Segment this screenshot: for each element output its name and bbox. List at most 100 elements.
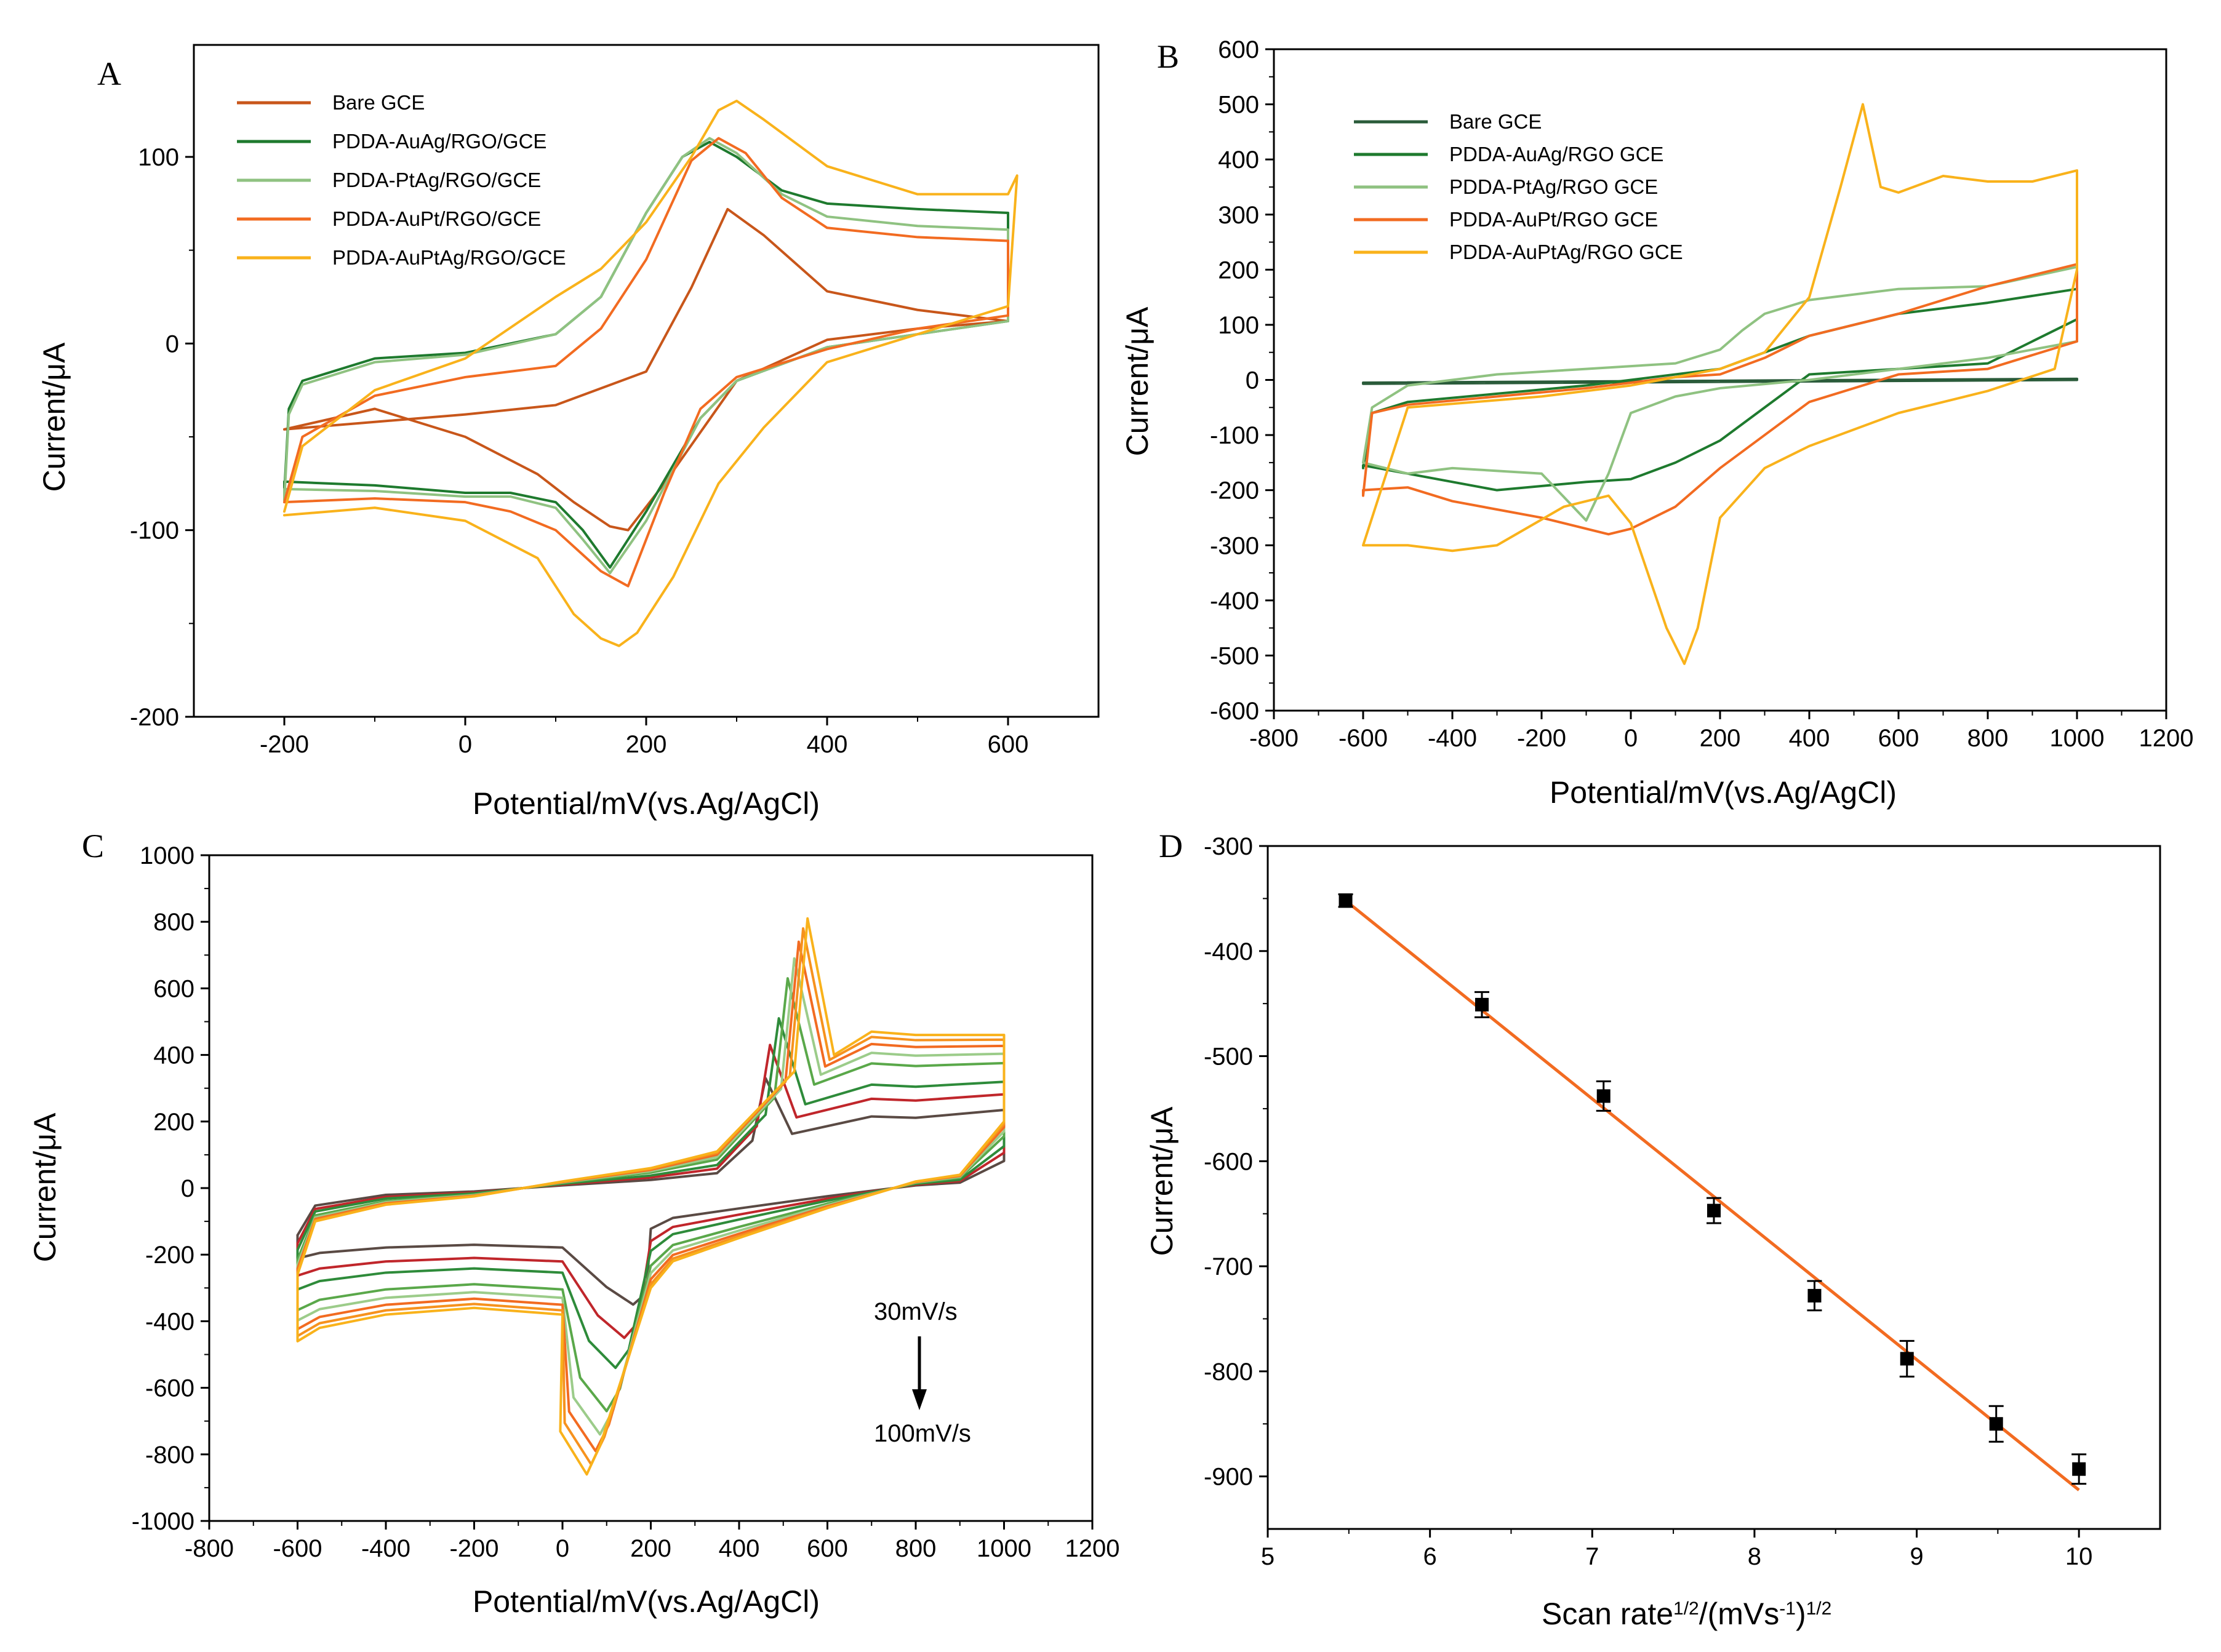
y-tick-label: -200 xyxy=(130,704,179,731)
x-tick-label: -200 xyxy=(1517,725,1566,752)
legend-label-b: Bare GCE xyxy=(1449,110,1542,133)
legend-label-b: PDDA-PtAg/RGO GCE xyxy=(1449,175,1658,198)
data-point xyxy=(1339,893,1353,908)
panel-c-xlabel: Potential/mV(vs.Ag/AgCl) xyxy=(473,1584,820,1619)
x-tick-label: 8 xyxy=(1748,1543,1761,1570)
panel-a-ylabel: Current/μA xyxy=(37,342,71,492)
scan-label-close: ) xyxy=(1796,1597,1806,1631)
y-tick-label: 100 xyxy=(1218,312,1259,339)
y-tick-label: -600 xyxy=(1204,1148,1253,1175)
y-tick-label: -900 xyxy=(1204,1464,1253,1491)
x-tick-label: -400 xyxy=(361,1535,410,1562)
data-point xyxy=(2072,1462,2086,1476)
legend-label-b: PDDA-AuPt/RGO GCE xyxy=(1449,208,1658,231)
y-tick-label: 800 xyxy=(153,909,194,936)
x-tick-label: 1200 xyxy=(2139,725,2194,752)
y-tick-label: -100 xyxy=(1210,422,1259,449)
panel-c: -800 -600 -400 -200 0 200 400 600 800 1000 1200 -10… xyxy=(132,842,1120,1562)
plot-frame-d xyxy=(1267,845,2161,1530)
y-tick-label: -300 xyxy=(1210,532,1259,559)
series-line-a xyxy=(283,137,1009,575)
panel-c-letter: C xyxy=(82,828,104,864)
y-tick-label: 100 xyxy=(138,144,179,171)
series-line-a xyxy=(283,137,1009,588)
x-tick-label: 200 xyxy=(630,1535,671,1562)
x-tick-label: 400 xyxy=(807,731,848,758)
x-tick-label: 1000 xyxy=(2050,725,2105,752)
panel-a-letter: A xyxy=(97,55,121,92)
x-tick-label: 600 xyxy=(1878,725,1919,752)
x-tick-label: 1200 xyxy=(1065,1535,1120,1562)
x-tick-label: 200 xyxy=(1700,725,1741,752)
fit-line xyxy=(1344,899,2080,1491)
panel-c-annot-top: 30mV/s xyxy=(874,1298,958,1325)
y-tick-label: -400 xyxy=(1204,938,1253,965)
y-tick-label: 0 xyxy=(166,330,179,357)
y-tick-label: 300 xyxy=(1218,202,1259,229)
y-tick-label: -300 xyxy=(1204,833,1253,860)
series-line-c xyxy=(296,1017,1006,1370)
x-tick-label: 0 xyxy=(1624,725,1638,752)
y-tick-label: 600 xyxy=(153,975,194,1002)
scan-label-mid: /(mVs xyxy=(1699,1597,1780,1631)
x-tick-label: 400 xyxy=(719,1535,760,1562)
scan-label-main: Scan rate xyxy=(1542,1597,1673,1631)
x-tick-label: -600 xyxy=(1339,725,1388,752)
scan-sup-3: 1/2 xyxy=(1806,1598,1832,1619)
x-tick-label: -800 xyxy=(185,1535,234,1562)
y-tick-label: -500 xyxy=(1204,1043,1253,1071)
legend-label-a: Bare GCE xyxy=(332,91,425,114)
data-point xyxy=(1475,997,1489,1012)
x-tick-label: 400 xyxy=(1789,725,1830,752)
y-tick-label: 500 xyxy=(1218,92,1259,119)
panel-d-xlabel: Scan rate1/2/(mVs-1)1/2 xyxy=(1542,1597,1831,1631)
y-tick-label: -100 xyxy=(130,517,179,545)
y-tick-label: -200 xyxy=(145,1242,194,1269)
y-tick-label: 1000 xyxy=(140,842,194,869)
series-line-c xyxy=(296,917,1006,1476)
series-line-b xyxy=(1362,103,2078,665)
panel-c-ylabel: Current/μA xyxy=(28,1112,62,1262)
y-tick-label: -600 xyxy=(1210,698,1259,725)
panel-d-letter: D xyxy=(1159,828,1183,864)
data-point xyxy=(1707,1203,1721,1218)
y-tick-label: -1000 xyxy=(132,1508,194,1535)
panel-c-arrow-head xyxy=(912,1389,927,1410)
x-tick-label: -200 xyxy=(260,731,309,758)
y-tick-label: 200 xyxy=(153,1109,194,1136)
data-point xyxy=(1807,1288,1822,1303)
y-tick-label: -200 xyxy=(1210,477,1259,505)
legend-label-a: PDDA-AuAg/RGO/GCE xyxy=(332,130,546,153)
x-tick-label: 1000 xyxy=(977,1535,1031,1562)
panel-a-xlabel: Potential/mV(vs.Ag/AgCl) xyxy=(473,786,820,821)
series-line-a xyxy=(283,207,1009,532)
panel-b-letter: B xyxy=(1157,38,1179,75)
x-tick-label: 0 xyxy=(458,731,472,758)
x-tick-label: 800 xyxy=(1967,725,2009,752)
panel-b: -800 -600 -400 -200 0 200 400 600 800 1000 1200-60… xyxy=(1210,36,2194,752)
x-tick-label: 600 xyxy=(988,731,1029,758)
y-tick-label: -400 xyxy=(1210,588,1259,615)
data-point xyxy=(1989,1417,2003,1431)
scan-sup-2: -1 xyxy=(1779,1598,1796,1619)
x-tick-label: 0 xyxy=(556,1535,569,1562)
series-line-c xyxy=(296,1077,1006,1306)
x-tick-label: 200 xyxy=(626,731,667,758)
y-tick-label: 400 xyxy=(153,1042,194,1069)
legend-label-a: PDDA-PtAg/RGO/GCE xyxy=(332,169,541,191)
x-tick-label: 10 xyxy=(2065,1543,2093,1570)
x-tick-label: -600 xyxy=(273,1535,322,1562)
panel-b-xlabel: Potential/mV(vs.Ag/AgCl) xyxy=(1550,775,1897,810)
legend-label-a: PDDA-AuPt/RGO/GCE xyxy=(332,207,541,230)
y-tick-label: -800 xyxy=(1204,1359,1253,1386)
x-tick-label: 600 xyxy=(807,1535,848,1562)
panel-d: 5 6 7 8 9 10 -900 -800 -700 -600 -500 -400 -300 xyxy=(1204,833,2161,1570)
x-tick-label: 7 xyxy=(1585,1543,1599,1570)
legend-label-b: PDDA-AuAg/RGO GCE xyxy=(1449,143,1663,166)
data-point xyxy=(1900,1352,1914,1366)
panel-a: -200 0 200 400 600 -200 -100 0 100 Bare GCE PDDA-A… xyxy=(130,44,1100,758)
series-line-c xyxy=(296,1043,1006,1339)
y-tick-label: 600 xyxy=(1218,36,1259,63)
